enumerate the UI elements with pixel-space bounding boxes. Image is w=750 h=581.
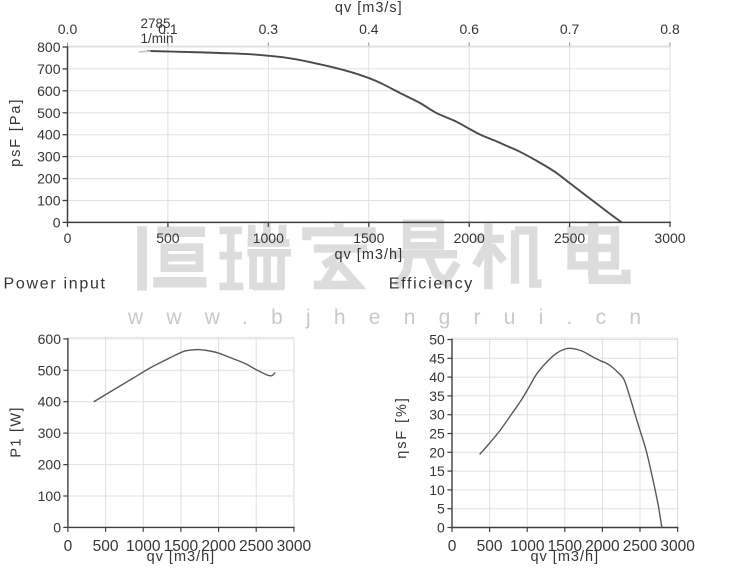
svg-text:1000: 1000 — [126, 538, 161, 555]
svg-text:1500: 1500 — [353, 230, 384, 246]
svg-text:300: 300 — [37, 149, 61, 165]
svg-text:0.4: 0.4 — [359, 21, 379, 37]
svg-text:40: 40 — [429, 369, 445, 385]
svg-text:2000: 2000 — [585, 538, 620, 555]
svg-text:100: 100 — [38, 488, 62, 504]
svg-text:0.8: 0.8 — [660, 21, 680, 37]
svg-text:0.3: 0.3 — [259, 21, 279, 37]
svg-text:qv [m3/h]: qv [m3/h] — [147, 549, 216, 565]
svg-text:1/min: 1/min — [141, 31, 174, 46]
svg-text:35: 35 — [429, 388, 445, 404]
svg-text:0: 0 — [437, 520, 445, 536]
svg-text:10: 10 — [429, 482, 445, 498]
svg-text:2500: 2500 — [554, 230, 585, 246]
svg-text:2000: 2000 — [454, 230, 485, 246]
svg-text:50: 50 — [429, 332, 445, 348]
svg-text:Efficiency: Efficiency — [389, 276, 474, 293]
svg-text:45: 45 — [429, 350, 445, 366]
svg-text:2500: 2500 — [239, 538, 274, 555]
svg-text:600: 600 — [37, 83, 61, 99]
svg-text:Power input: Power input — [4, 276, 107, 293]
svg-text:0: 0 — [448, 538, 457, 555]
svg-text:qv [m3/h]: qv [m3/h] — [334, 247, 403, 263]
svg-text:200: 200 — [38, 457, 62, 473]
svg-text:1500: 1500 — [548, 538, 583, 555]
svg-text:psF [Pa]: psF [Pa] — [8, 98, 24, 167]
svg-text:0.6: 0.6 — [459, 21, 479, 37]
svg-text:0: 0 — [64, 538, 73, 555]
svg-text:700: 700 — [37, 61, 61, 77]
svg-text:P1 [W]: P1 [W] — [9, 406, 25, 457]
svg-text:25: 25 — [429, 426, 445, 442]
svg-text:3000: 3000 — [654, 230, 685, 246]
svg-text:0: 0 — [64, 230, 72, 246]
svg-text:5: 5 — [437, 501, 445, 517]
svg-text:20: 20 — [429, 444, 445, 460]
svg-text:800: 800 — [37, 39, 61, 55]
svg-text:qv [m3/s]: qv [m3/s] — [335, 0, 403, 16]
svg-text:3000: 3000 — [660, 538, 695, 555]
svg-text:15: 15 — [429, 463, 445, 479]
svg-text:500: 500 — [93, 538, 119, 555]
svg-text:600: 600 — [38, 331, 62, 347]
svg-text:100: 100 — [37, 193, 61, 209]
svg-text:400: 400 — [37, 127, 61, 143]
svg-text:ηsF [%]: ηsF [%] — [394, 396, 410, 458]
svg-text:0.1: 0.1 — [158, 21, 178, 37]
svg-text:2785: 2785 — [141, 16, 171, 31]
svg-text:0.7: 0.7 — [560, 21, 580, 37]
svg-text:2000: 2000 — [201, 538, 236, 555]
svg-text:3000: 3000 — [277, 538, 312, 555]
svg-text:1500: 1500 — [164, 538, 199, 555]
svg-text:500: 500 — [156, 230, 180, 246]
svg-text:0.0: 0.0 — [58, 21, 78, 37]
svg-text:qv [m3/h]: qv [m3/h] — [530, 549, 599, 565]
svg-text:2500: 2500 — [623, 538, 658, 555]
svg-text:200: 200 — [37, 171, 61, 187]
svg-text:www.bjhengrui.cn: www.bjhengrui.cn — [127, 306, 641, 329]
svg-text:500: 500 — [38, 362, 62, 378]
svg-text:1000: 1000 — [510, 538, 545, 555]
svg-text:500: 500 — [477, 538, 503, 555]
svg-text:0: 0 — [53, 519, 61, 535]
svg-text:1000: 1000 — [253, 230, 284, 246]
svg-text:0: 0 — [53, 214, 61, 230]
svg-text:400: 400 — [38, 394, 62, 410]
svg-text:500: 500 — [37, 105, 61, 121]
svg-text:300: 300 — [38, 425, 62, 441]
svg-text:30: 30 — [429, 407, 445, 423]
